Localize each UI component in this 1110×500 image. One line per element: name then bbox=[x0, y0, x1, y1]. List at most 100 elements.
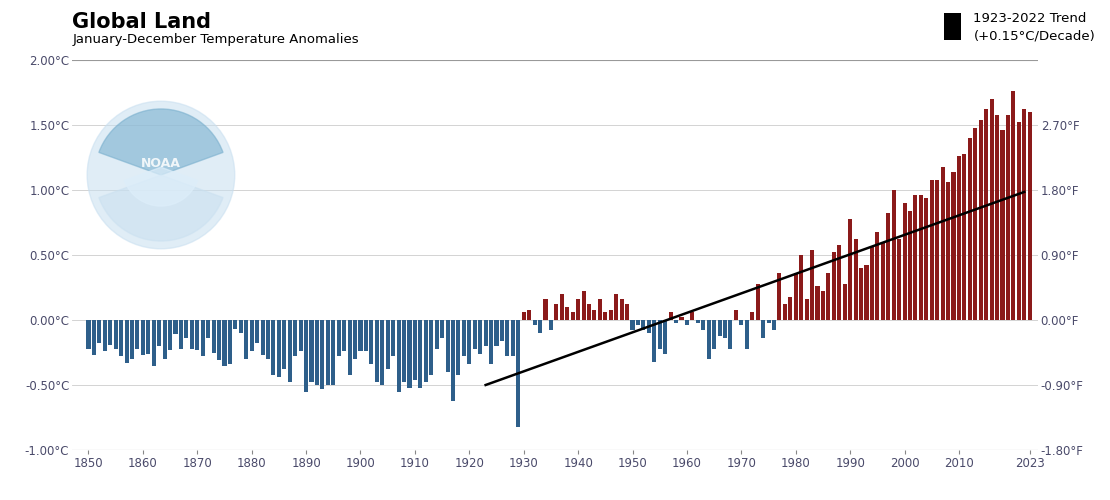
Bar bbox=[842, 284, 847, 320]
Bar bbox=[462, 320, 466, 356]
Bar bbox=[310, 320, 313, 382]
Bar bbox=[364, 320, 369, 351]
Bar bbox=[636, 320, 640, 325]
Bar bbox=[505, 320, 509, 356]
Bar bbox=[173, 320, 178, 334]
Bar bbox=[723, 320, 727, 338]
Bar bbox=[848, 218, 852, 320]
Bar bbox=[788, 296, 793, 320]
Bar bbox=[995, 114, 999, 320]
Bar bbox=[304, 320, 309, 392]
Bar bbox=[1017, 122, 1021, 320]
Text: Global Land: Global Land bbox=[72, 12, 211, 32]
Bar bbox=[957, 156, 961, 320]
Bar bbox=[108, 320, 112, 344]
Bar bbox=[908, 211, 912, 320]
Bar bbox=[331, 320, 335, 385]
Bar bbox=[587, 304, 591, 320]
Bar bbox=[837, 244, 841, 320]
Bar bbox=[216, 320, 221, 360]
Bar bbox=[391, 320, 395, 356]
Bar bbox=[897, 240, 901, 320]
Bar bbox=[244, 320, 249, 359]
Bar bbox=[396, 320, 401, 392]
Bar bbox=[179, 320, 183, 348]
Bar bbox=[87, 320, 91, 348]
Bar bbox=[130, 320, 134, 359]
Bar bbox=[946, 182, 950, 320]
Bar bbox=[598, 299, 602, 320]
Bar bbox=[435, 320, 438, 348]
Bar bbox=[968, 138, 972, 320]
Bar bbox=[385, 320, 390, 370]
Bar bbox=[571, 312, 575, 320]
Bar bbox=[794, 273, 798, 320]
Bar bbox=[707, 320, 710, 359]
Bar bbox=[544, 299, 547, 320]
Bar bbox=[228, 320, 232, 364]
Bar bbox=[272, 320, 275, 374]
Bar bbox=[538, 320, 542, 333]
Bar bbox=[233, 320, 238, 329]
Bar bbox=[135, 320, 140, 348]
Bar bbox=[98, 320, 101, 344]
Bar bbox=[402, 320, 406, 382]
Bar bbox=[321, 320, 324, 389]
Bar bbox=[1006, 114, 1010, 320]
Bar bbox=[184, 320, 189, 338]
Bar bbox=[831, 252, 836, 320]
Bar bbox=[147, 320, 150, 354]
Bar bbox=[103, 320, 107, 351]
Bar bbox=[642, 320, 645, 330]
Bar bbox=[576, 299, 581, 320]
Bar bbox=[973, 128, 977, 320]
Text: NOAA: NOAA bbox=[141, 157, 181, 170]
Bar bbox=[494, 320, 498, 346]
Bar bbox=[880, 242, 885, 320]
Bar bbox=[162, 320, 166, 359]
Bar bbox=[821, 292, 825, 320]
Bar bbox=[381, 320, 384, 385]
Bar bbox=[679, 318, 684, 320]
Wedge shape bbox=[124, 167, 198, 206]
Bar bbox=[728, 320, 733, 348]
Bar bbox=[630, 320, 635, 330]
Bar bbox=[359, 320, 363, 351]
Bar bbox=[113, 320, 118, 348]
Bar bbox=[783, 304, 787, 320]
Bar bbox=[771, 320, 776, 330]
Bar bbox=[647, 320, 650, 333]
Bar bbox=[287, 320, 292, 382]
Bar bbox=[962, 154, 967, 320]
Bar bbox=[407, 320, 412, 388]
Bar bbox=[451, 320, 455, 400]
Bar bbox=[250, 320, 254, 351]
Bar bbox=[690, 312, 695, 320]
Bar bbox=[614, 294, 618, 320]
Bar bbox=[522, 312, 526, 320]
Bar bbox=[777, 273, 781, 320]
Bar bbox=[190, 320, 194, 348]
Bar bbox=[500, 320, 504, 341]
Bar bbox=[805, 299, 809, 320]
Bar bbox=[859, 268, 864, 320]
Bar bbox=[326, 320, 330, 385]
Bar bbox=[152, 320, 155, 366]
Bar bbox=[854, 240, 858, 320]
Bar bbox=[990, 99, 993, 320]
Text: January-December Temperature Anomalies: January-December Temperature Anomalies bbox=[72, 32, 359, 46]
Bar bbox=[413, 320, 417, 380]
Bar bbox=[625, 304, 629, 320]
Bar bbox=[761, 320, 765, 338]
Bar bbox=[445, 320, 450, 372]
Bar bbox=[750, 312, 755, 320]
Bar bbox=[261, 320, 264, 355]
Bar bbox=[119, 320, 123, 356]
Bar bbox=[702, 320, 705, 330]
Bar bbox=[293, 320, 297, 356]
Bar bbox=[891, 190, 896, 320]
Bar bbox=[979, 120, 982, 320]
Bar bbox=[619, 299, 624, 320]
Bar bbox=[940, 166, 945, 320]
Bar bbox=[168, 320, 172, 350]
